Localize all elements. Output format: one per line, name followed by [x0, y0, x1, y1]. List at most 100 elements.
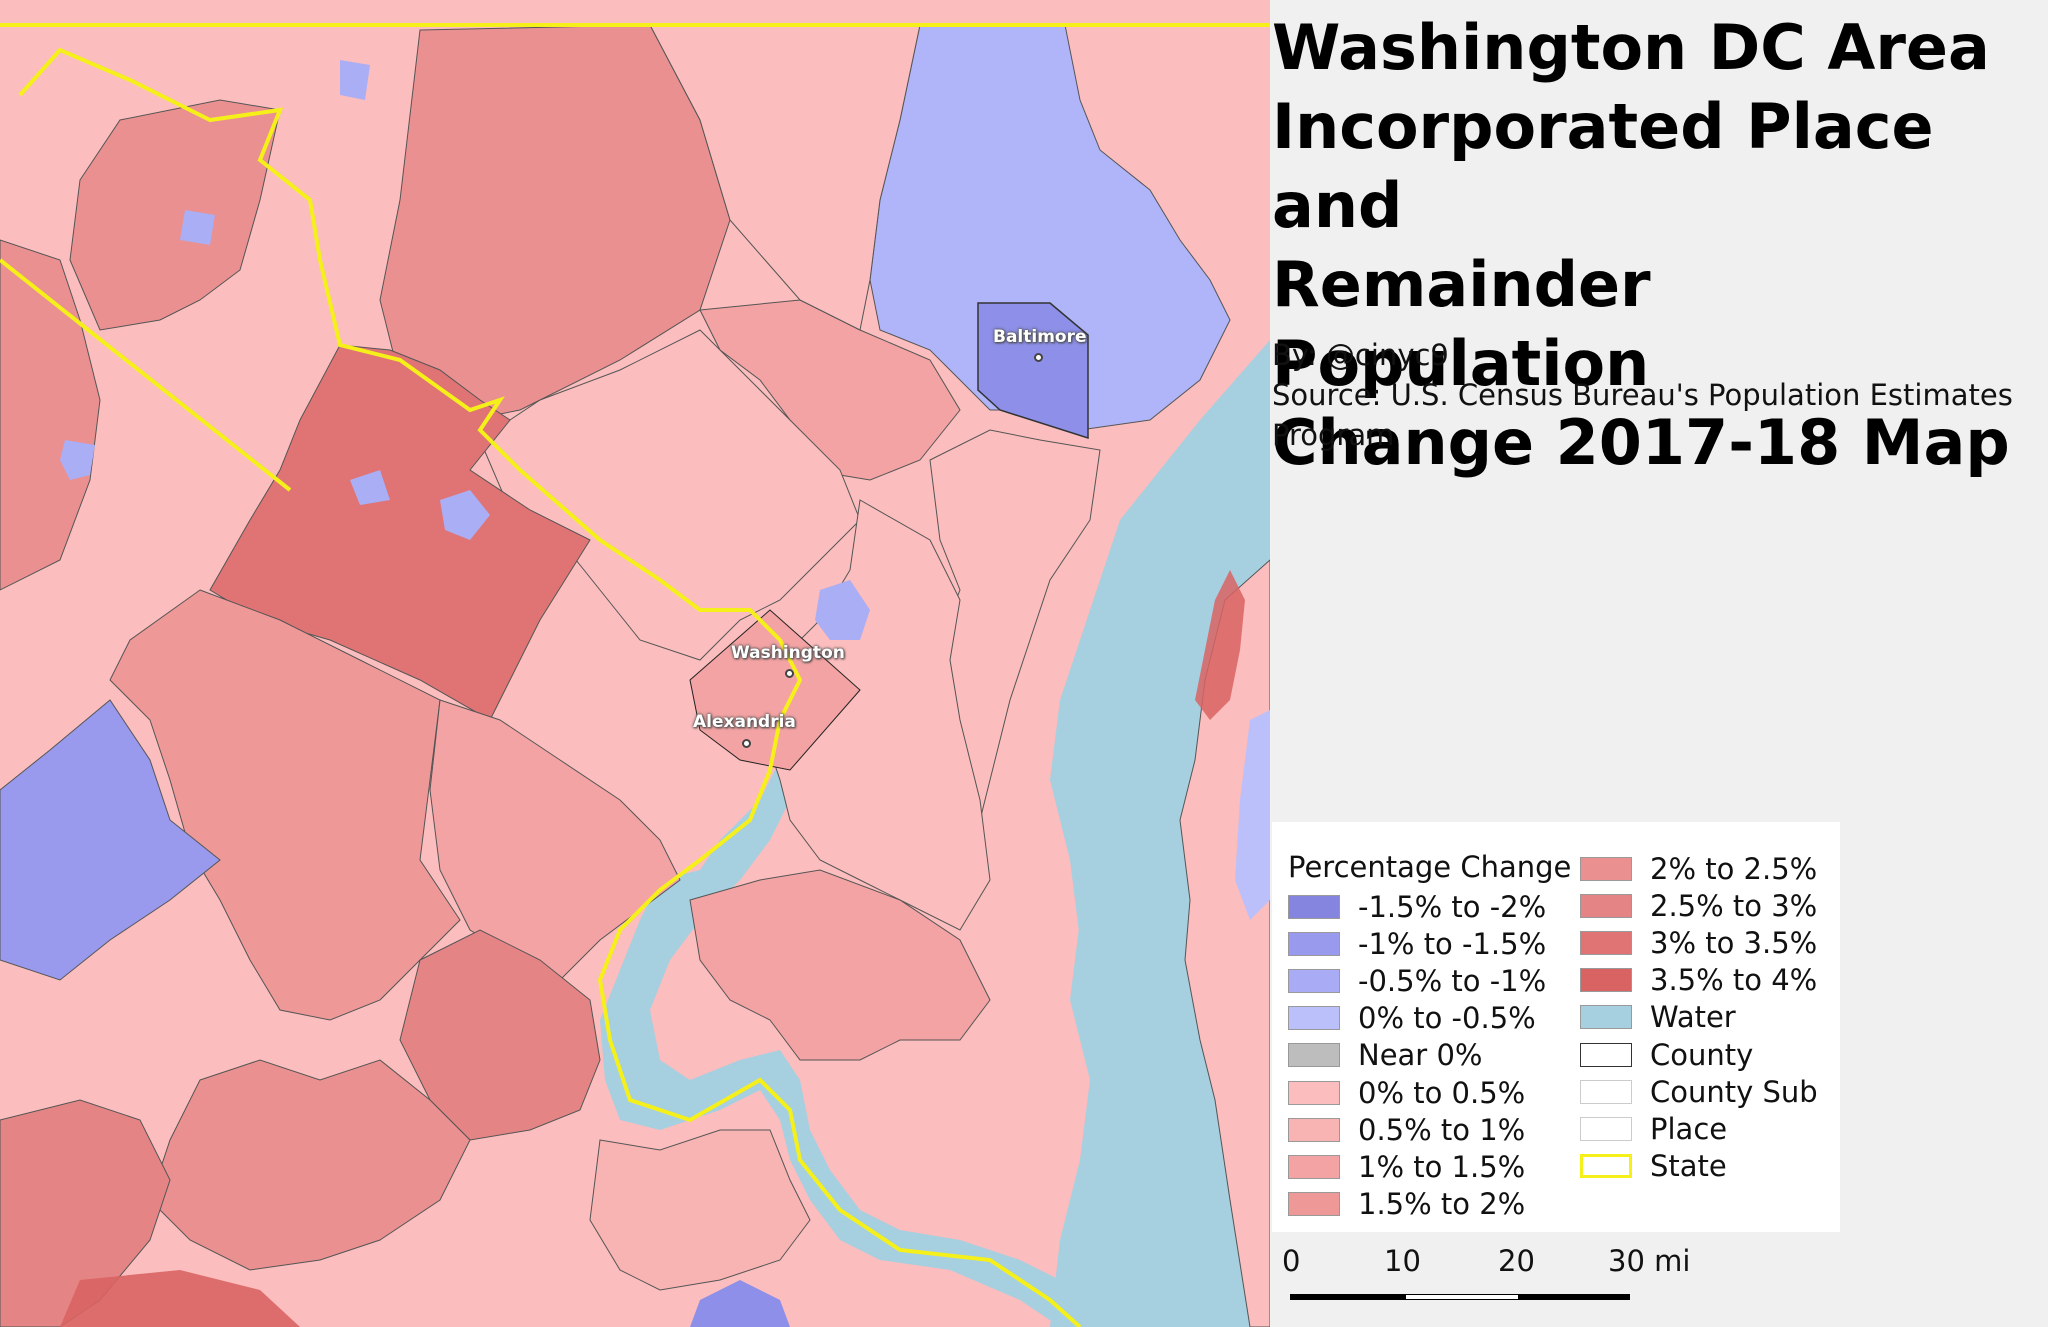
legend-label: 2% to 2.5% — [1650, 851, 1818, 886]
legend-item: Near 0% — [1288, 1037, 1482, 1074]
potomac-river — [600, 760, 1100, 1327]
scale-line-white-segment — [1406, 1295, 1518, 1299]
legend-swatch — [1580, 856, 1632, 881]
legend-swatch — [1288, 1154, 1340, 1179]
source-line-2: Program — [1272, 418, 1395, 452]
baltimore-county — [869, 24, 1231, 431]
map-canvas[interactable]: Baltimore Washington Alexandria — [0, 0, 1270, 1327]
legend-item: County Sub — [1580, 1073, 1818, 1110]
legend-swatch — [1580, 1154, 1632, 1179]
baltimore-marker[interactable] — [1034, 353, 1043, 362]
legend-swatch — [1288, 1117, 1340, 1142]
alexandria-marker[interactable] — [742, 739, 751, 748]
blue-patch-3 — [350, 470, 390, 505]
alexandria-label: Alexandria — [693, 712, 796, 732]
blue-county-west — [0, 699, 221, 981]
legend-swatch — [1580, 968, 1632, 993]
legend-item: State — [1580, 1148, 1727, 1185]
loudoun-county — [209, 344, 591, 721]
state-boundary-wv-va — [0, 258, 292, 492]
legend-label: Water — [1650, 1000, 1736, 1035]
legend-swatch — [1580, 1116, 1632, 1141]
legend-item: -0.5% to -1% — [1288, 962, 1546, 999]
legend-title: Percentage Change — [1288, 850, 1572, 884]
legend-label: 3% to 3.5% — [1650, 925, 1818, 960]
scale-bar: 0 10 20 30 mi — [1272, 1240, 1692, 1300]
legend-item: Water — [1580, 999, 1736, 1036]
washington-marker[interactable] — [785, 669, 794, 678]
southwest-county — [0, 1099, 171, 1327]
south-blue — [690, 1280, 790, 1327]
legend-label: 1% to 1.5% — [1358, 1149, 1526, 1184]
legend-item: 0% to 0.5% — [1288, 1074, 1525, 1111]
state-boundary-potomac — [18, 47, 1082, 1327]
legend-label: 2.5% to 3% — [1650, 888, 1818, 923]
legend-swatch — [1580, 893, 1632, 918]
map-title: Washington DC Area Incorporated Place an… — [1272, 8, 2048, 482]
legend-label: 0% to -0.5% — [1358, 1001, 1536, 1036]
legend-item: -1.5% to -2% — [1288, 888, 1546, 925]
legend-label: County — [1650, 1037, 1754, 1072]
blue-patch-1 — [815, 580, 870, 640]
stafford-county — [399, 929, 601, 1141]
blue-patch-5 — [180, 210, 215, 245]
legend-swatch — [1580, 930, 1632, 955]
king-george — [589, 1129, 811, 1291]
choropleth-map — [0, 0, 1270, 1327]
legend-label: 1.5% to 2% — [1358, 1187, 1526, 1222]
eastern-shore-blue — [1235, 710, 1270, 920]
blue-patch-6 — [340, 60, 370, 100]
scale-label-20: 20 — [1498, 1244, 1535, 1278]
legend-label: State — [1650, 1149, 1727, 1184]
washington-label: Washington — [731, 643, 845, 663]
legend-item: 3% to 3.5% — [1580, 924, 1817, 961]
west-panhandle — [0, 239, 101, 591]
scale-label-10: 10 — [1384, 1244, 1421, 1278]
jefferson-county — [69, 99, 281, 331]
baltimore-city — [977, 302, 1089, 440]
legend-label: -1% to -1.5% — [1358, 926, 1547, 961]
legend-item: 3.5% to 4% — [1580, 962, 1817, 999]
legend-label: Place — [1650, 1111, 1728, 1146]
legend-swatch — [1288, 968, 1340, 993]
charles-county — [689, 869, 991, 1061]
legend-item: -1% to -1.5% — [1288, 925, 1546, 962]
title-line-4: Change 2017-18 Map — [1272, 406, 2010, 479]
dc-area — [689, 609, 861, 771]
legend-item: 0% to -0.5% — [1288, 1000, 1536, 1037]
south-red — [60, 1270, 300, 1327]
baltimore-label: Baltimore — [993, 327, 1087, 347]
legend-swatch — [1288, 1006, 1340, 1031]
legend-swatch — [1580, 1005, 1632, 1030]
source-line-1: Source: U.S. Census Bureau's Population … — [1272, 378, 2013, 412]
legend: Percentage Change -1.5% to -2% -1% to -1.… — [1272, 822, 1840, 1232]
legend-label: County Sub — [1650, 1074, 1818, 1109]
legend-item: 1% to 1.5% — [1288, 1148, 1525, 1185]
title-line-2: Incorporated Place and — [1272, 90, 1934, 242]
legend-item: 2% to 2.5% — [1580, 850, 1817, 887]
scale-label-30: 30 mi — [1608, 1244, 1691, 1278]
legend-label: Near 0% — [1358, 1038, 1483, 1073]
legend-item: 2.5% to 3% — [1580, 887, 1817, 924]
legend-label: 0.5% to 1% — [1358, 1112, 1526, 1147]
byline: By: @cinyc9 — [1272, 338, 1449, 372]
blue-patch-2 — [440, 490, 490, 540]
scale-label-0: 0 — [1282, 1244, 1301, 1278]
legend-item: Place — [1580, 1110, 1727, 1147]
legend-item: County — [1580, 1036, 1753, 1073]
legend-item: 0.5% to 1% — [1288, 1111, 1525, 1148]
legend-item: 1.5% to 2% — [1288, 1186, 1525, 1223]
legend-swatch — [1580, 1042, 1632, 1067]
legend-swatch — [1288, 1043, 1340, 1068]
legend-label: 3.5% to 4% — [1650, 963, 1818, 998]
legend-label: -1.5% to -2% — [1358, 889, 1547, 924]
legend-swatch — [1580, 1079, 1632, 1104]
montgomery-county — [479, 329, 861, 661]
legend-swatch — [1288, 1192, 1340, 1217]
blue-patch-4 — [60, 440, 95, 480]
legend-swatch — [1288, 931, 1340, 956]
legend-label: 0% to 0.5% — [1358, 1075, 1526, 1110]
prince-william — [429, 699, 681, 981]
title-line-1: Washington DC Area — [1272, 11, 1990, 84]
title-line-3: Remainder Population — [1272, 248, 1651, 400]
